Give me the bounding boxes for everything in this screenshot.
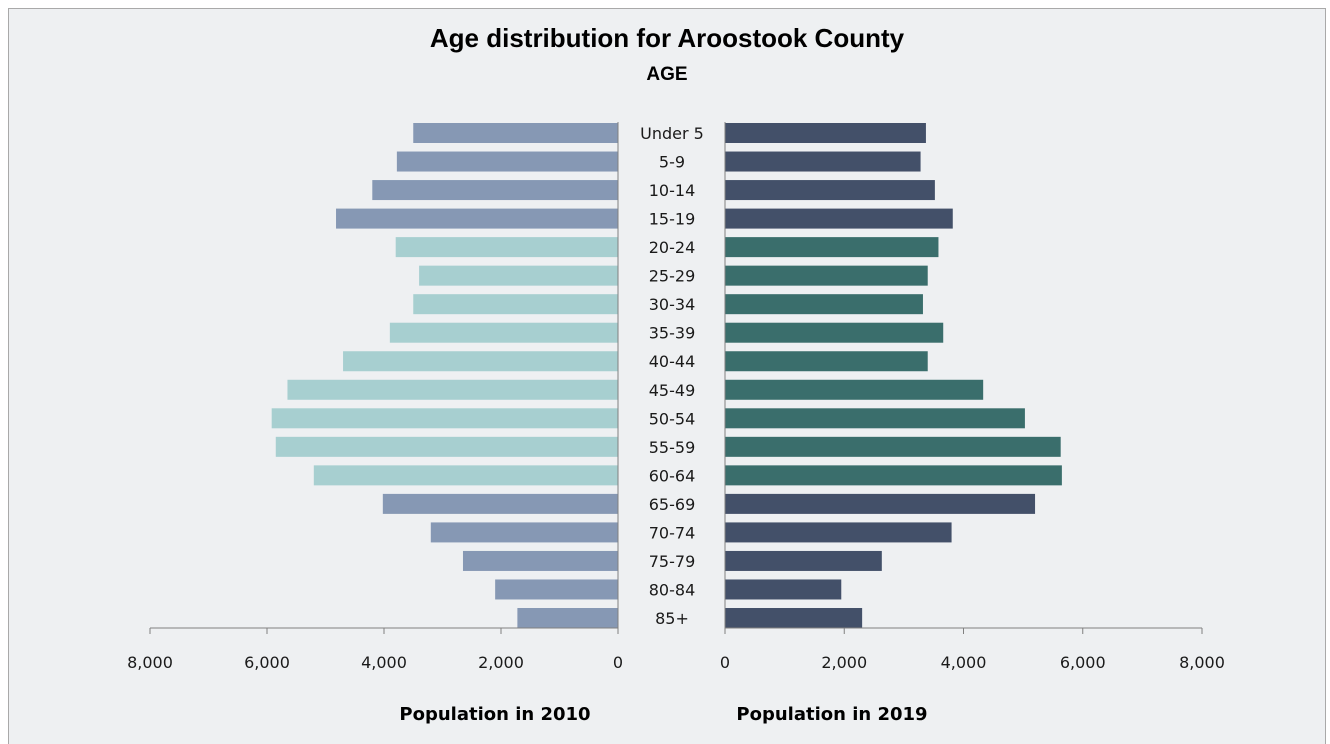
bar-2010-15-19: [336, 208, 618, 229]
left-tick-label: 2,000: [478, 653, 524, 672]
bar-2010-70-74: [430, 522, 618, 543]
chart-subtitle: AGE: [646, 64, 688, 85]
bar-2010-25-29: [419, 265, 618, 286]
bar-2019-65-69: [725, 493, 1036, 514]
right-tick-label: 2,000: [821, 653, 867, 672]
bar-2010-55-59: [275, 436, 618, 457]
bar-2019-25-29: [725, 265, 928, 286]
x-axis-title-2019: Population in 2019: [736, 704, 927, 725]
category-label: 60-64: [649, 466, 696, 485]
bar-2019-70-74: [725, 522, 952, 543]
category-label: 25-29: [649, 267, 696, 286]
bar-2010-40-44: [343, 351, 618, 372]
bar-2019-75-79: [725, 550, 882, 571]
right-tick-label: 8,000: [1179, 653, 1225, 672]
category-label: 50-54: [649, 409, 696, 428]
category-label: 5-9: [659, 153, 685, 172]
bar-2010-30-34: [413, 294, 618, 315]
bar-2019-20-24: [725, 237, 939, 258]
category-label: 10-14: [649, 181, 696, 200]
right-tick-label: 0: [720, 653, 730, 672]
bar-2019-5-9: [725, 151, 921, 172]
bar-2010-Under 5: [413, 123, 618, 143]
left-tick-label: 0: [613, 653, 623, 672]
bar-2010-85+: [517, 608, 618, 629]
bar-2019-Under 5: [725, 123, 926, 143]
bar-2019-10-14: [725, 180, 935, 201]
bar-2019-50-54: [725, 408, 1025, 429]
bar-2019-35-39: [725, 322, 944, 343]
category-label: 20-24: [649, 238, 696, 257]
category-label: 55-59: [649, 438, 696, 457]
category-label: 85+: [655, 609, 689, 628]
x-axis-title-2010: Population in 2010: [399, 704, 590, 725]
category-label: 30-34: [649, 295, 696, 314]
bar-2019-80-84: [725, 579, 842, 600]
bar-2010-80-84: [495, 579, 618, 600]
bar-2010-5-9: [396, 151, 618, 172]
bar-2010-20-24: [395, 237, 618, 258]
category-label: 45-49: [649, 381, 696, 400]
bar-2010-50-54: [271, 408, 618, 429]
category-label: 40-44: [649, 352, 696, 371]
bar-2010-65-69: [382, 493, 618, 514]
bar-2010-35-39: [389, 322, 618, 343]
bar-2019-15-19: [725, 208, 953, 229]
bar-2019-55-59: [725, 436, 1061, 457]
right-tick-label: 6,000: [1060, 653, 1106, 672]
bar-2010-75-79: [462, 550, 618, 571]
category-label: 15-19: [649, 210, 696, 229]
left-tick-label: 6,000: [244, 653, 290, 672]
category-label: 65-69: [649, 495, 696, 514]
right-tick-label: 4,000: [941, 653, 987, 672]
category-label: 80-84: [649, 580, 696, 599]
left-tick-label: 8,000: [127, 653, 173, 672]
bar-2019-60-64: [725, 465, 1062, 486]
category-label: 75-79: [649, 552, 696, 571]
category-label: 35-39: [649, 324, 696, 343]
bar-2019-30-34: [725, 294, 923, 315]
category-label: Under 5: [640, 124, 704, 143]
bar-2010-45-49: [287, 379, 618, 400]
bar-2019-85+: [725, 608, 863, 629]
bar-2010-60-64: [313, 465, 618, 486]
bar-2010-10-14: [372, 180, 618, 201]
chart-title: Age distribution for Aroostook County: [429, 23, 905, 53]
category-label: 70-74: [649, 523, 696, 542]
bar-2019-45-49: [725, 379, 984, 400]
chart-frame: Age distribution for Aroostook County AG…: [8, 8, 1326, 744]
left-tick-label: 4,000: [361, 653, 407, 672]
bar-2019-40-44: [725, 351, 928, 372]
